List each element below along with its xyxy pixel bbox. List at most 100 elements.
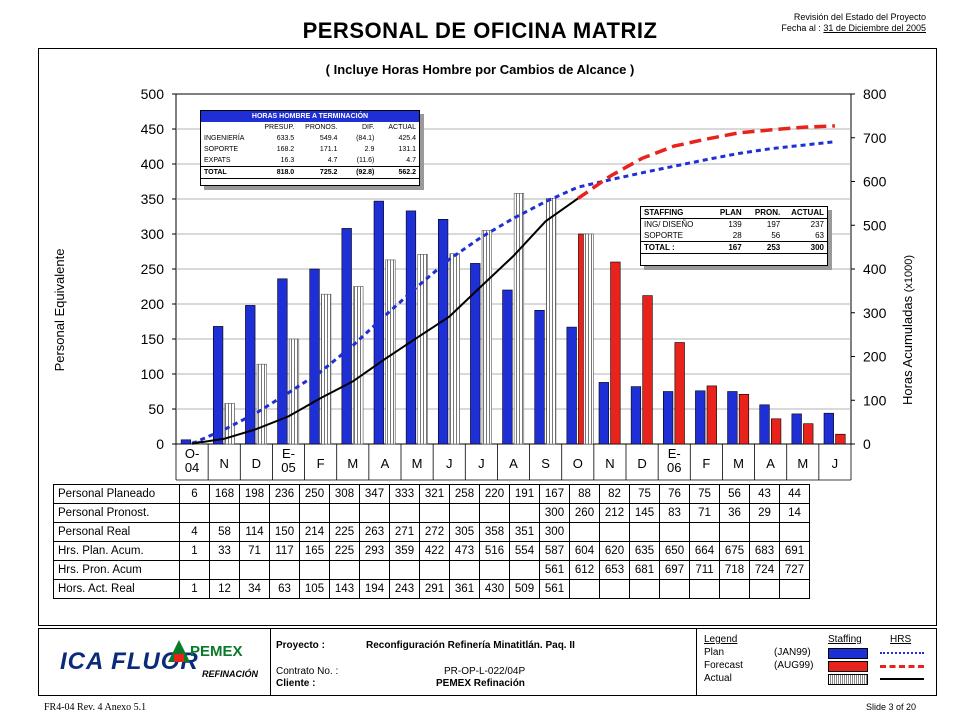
contract-value: PR-OP-L-022/04P — [444, 666, 526, 677]
x-tick-label: N — [220, 456, 229, 471]
inset-cell: TOTAL — [201, 166, 255, 179]
table-row: Personal Planeado 6 168 198 236 250 308 347 333 3… — [53, 484, 810, 504]
x-tick-label: E- — [282, 446, 295, 461]
table-cell: 561 — [539, 560, 570, 580]
inset-hh-body: PRESUP. PRONOS. DIF. ACTUAL INGENIERÍA 633.5 5… — [201, 122, 419, 179]
inset-cell: 4.7 — [406, 157, 416, 164]
x-tick-label: J — [478, 456, 485, 471]
table-cell: 143 — [329, 579, 360, 599]
pemex-eagle-icon — [168, 640, 190, 662]
table-cell: 300 — [539, 503, 570, 523]
table-cell: 82 — [599, 484, 630, 504]
inset-cell: 56 — [771, 231, 781, 240]
bar-planned — [695, 390, 706, 445]
x-tick-label: M — [412, 456, 423, 471]
table-cell — [629, 522, 660, 542]
table-cell — [599, 579, 630, 599]
inset-cell: ING/ DISEÑO — [644, 220, 694, 229]
y2-tick-label: 300 — [863, 305, 887, 321]
table-cell — [659, 579, 690, 599]
table-cell: 167 — [539, 484, 570, 504]
inset-cell: INGENIERÍA — [204, 135, 245, 142]
y2-tick-label: 600 — [863, 174, 887, 190]
y-tick-label: 500 — [141, 86, 165, 102]
table-cell — [719, 522, 750, 542]
inset-staff-body: STAFFING PLAN PRON. ACTUAL ING/ DISEÑO 139 197… — [641, 207, 827, 254]
inset-cell — [201, 122, 255, 133]
inset-hh-title: HORAS HOMBRE A TERMINACIÓN — [201, 111, 419, 122]
legend-heading: Legend — [704, 634, 738, 645]
legend-label-forecast: Forecast — [704, 660, 743, 671]
inset-table: STAFFING PLAN PRON. ACTUAL ING/ DISEÑO 139 197… — [641, 207, 827, 254]
bar-actual — [545, 198, 557, 445]
bar-planned — [212, 326, 224, 445]
legend-line-plan — [880, 652, 924, 654]
bar-forecast — [706, 385, 717, 445]
table-cell — [569, 522, 600, 542]
inset-cell: 237 — [810, 220, 824, 229]
table-cell: 263 — [359, 522, 390, 542]
table-cell: 272 — [419, 522, 450, 542]
y-tick-label: 100 — [141, 366, 165, 382]
bar-planned — [309, 268, 320, 445]
table-cell: 12 — [209, 579, 240, 599]
bar-actual — [513, 193, 525, 445]
table-cell: 473 — [449, 541, 480, 561]
chart-subtitle: ( Incluye Horas Hombre por Cambios de Al… — [325, 62, 635, 77]
x-tick-label: 04 — [185, 460, 199, 475]
table-cell — [209, 503, 240, 523]
table-cell: 422 — [419, 541, 450, 561]
client-label: Cliente : — [276, 678, 316, 689]
table-cell: 236 — [269, 484, 300, 504]
table-cell: 34 — [239, 579, 270, 599]
bar-forecast — [674, 342, 685, 445]
inset-cell: DIF. — [361, 124, 375, 131]
y-tick-label: 250 — [141, 261, 165, 277]
bar-planned — [727, 391, 738, 445]
table-cell: 554 — [509, 541, 540, 561]
table-cell — [389, 560, 420, 580]
table-cell — [179, 560, 210, 580]
inset-cell: PRESUP. — [264, 124, 295, 131]
x-tick-label: M — [733, 456, 744, 471]
project-value: Reconfiguración Refinería Minatitlán. Pa… — [366, 640, 575, 651]
table-cell — [689, 579, 720, 599]
table-cell — [659, 522, 690, 542]
table-cell: 114 — [239, 522, 270, 542]
inset-cell: 63 — [815, 231, 824, 240]
bars-layer — [180, 193, 846, 445]
inset-cell: 725.2 — [297, 166, 341, 179]
bar-forecast — [738, 393, 750, 445]
refinacion-logo-text: REFINACIÓN — [202, 669, 258, 679]
table-row: Personal Pronost. 300 260 212 145 83 71 36 29 14 — [53, 503, 810, 523]
table-cell: 718 — [719, 560, 750, 580]
y-tick-label: 200 — [141, 296, 165, 312]
inset-cell: (84.1) — [356, 135, 375, 142]
inset-cell: SOPORTE — [204, 146, 239, 153]
table-cell: 225 — [329, 522, 360, 542]
table-cell: 33 — [209, 541, 240, 561]
table-cell: 165 — [299, 541, 330, 561]
table-row: Hrs. Pron. Acum 561 612 653 681 697 711 718 724 7… — [53, 560, 810, 580]
x-tick-label: 05 — [281, 460, 295, 475]
chart-frame — [38, 48, 937, 626]
table-cell — [179, 503, 210, 523]
table-cell: 44 — [779, 484, 810, 504]
table-cell: 220 — [479, 484, 510, 504]
legend-swatch-plan — [828, 648, 868, 659]
inset-cell: 197 — [766, 220, 781, 229]
x-tick-label: 06 — [667, 460, 681, 475]
inset-row: SOPORTE 28 56 63 — [641, 230, 827, 242]
line-actual-cumulative — [191, 197, 579, 445]
table-cell: 56 — [719, 484, 750, 504]
inset-row: ING/ DISEÑO 139 197 237 — [641, 219, 827, 231]
legend-note-plan: (JAN99) — [774, 647, 811, 658]
x-tick-label: J — [446, 456, 453, 471]
table-cell: 117 — [269, 541, 300, 561]
table-cell — [269, 560, 300, 580]
grid-lines — [176, 128, 851, 410]
legend-label-plan: Plan — [704, 647, 725, 658]
y2-tick-label: 400 — [863, 261, 887, 277]
inset-hh-table: HORAS HOMBRE A TERMINACIÓN PRESUP. PRONOS… — [200, 110, 420, 186]
table-cell: 14 — [779, 503, 810, 523]
